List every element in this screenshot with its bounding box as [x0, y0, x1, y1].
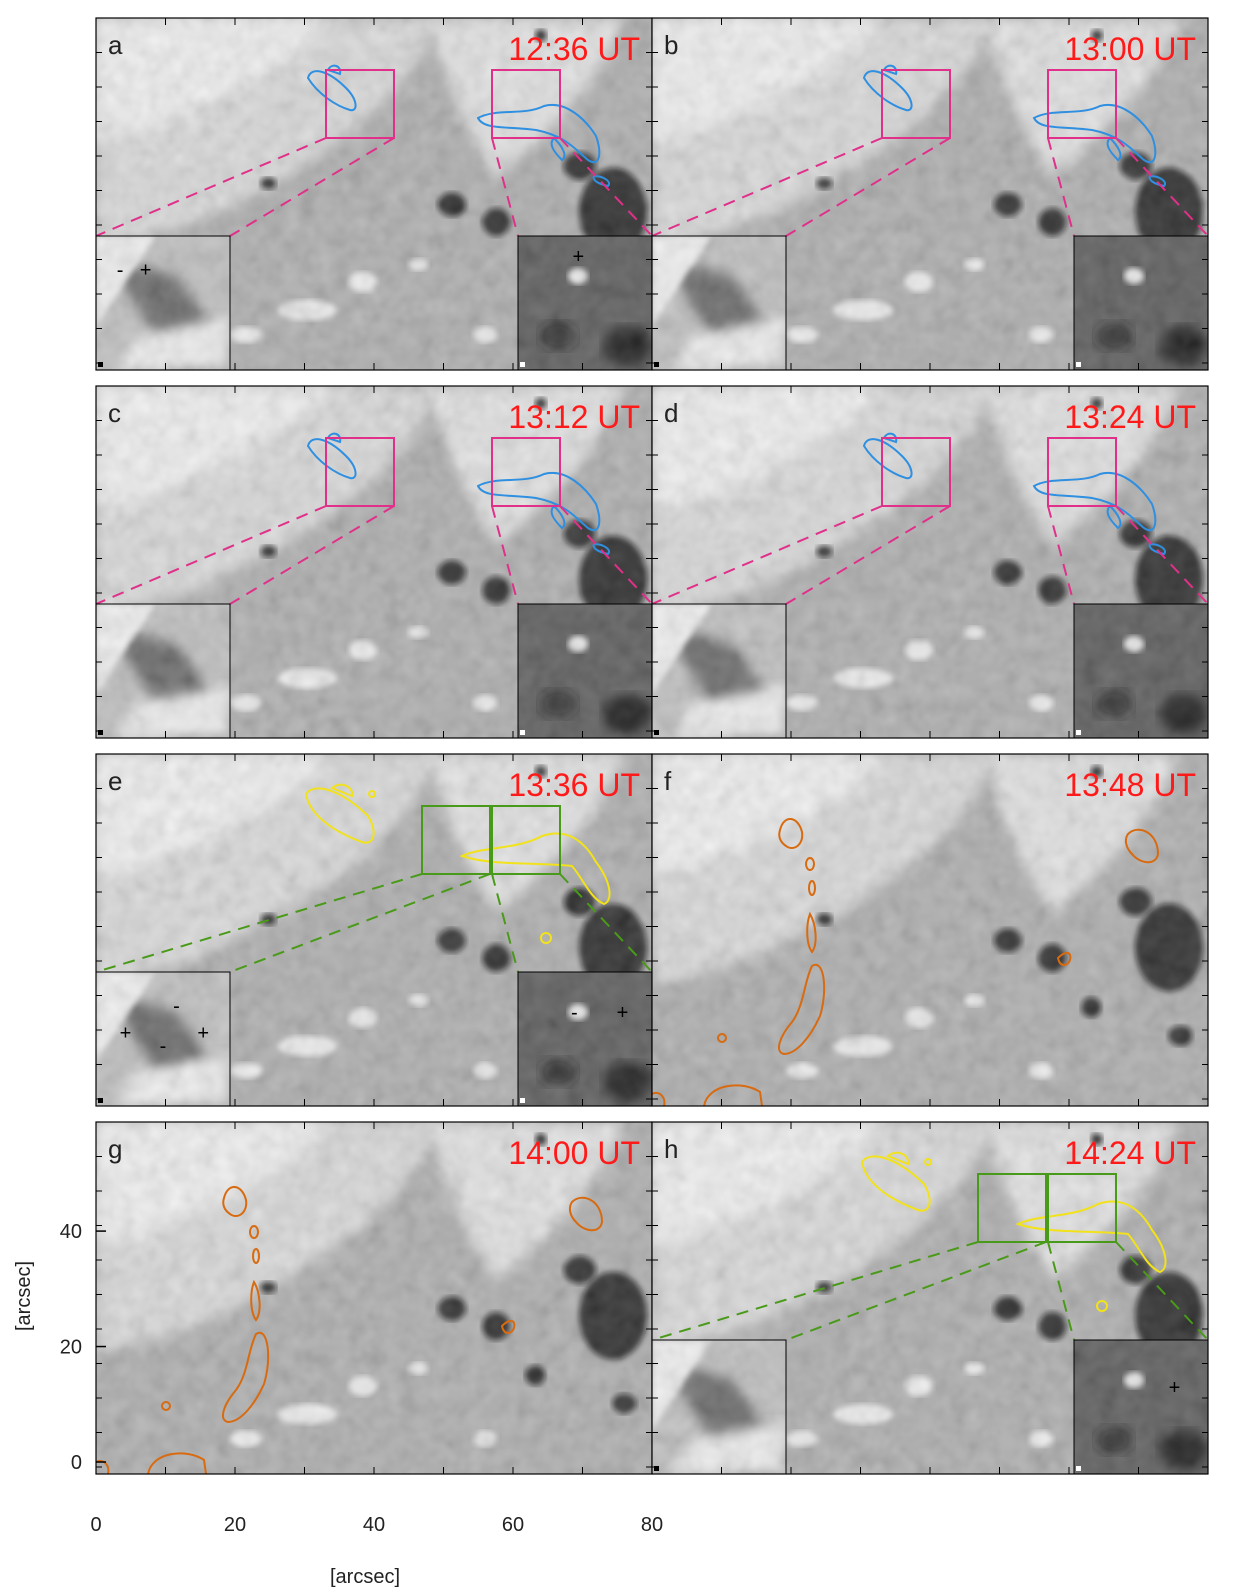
- inset-sign: -: [571, 1002, 578, 1024]
- x-axis-label: [arcsec]: [330, 1566, 400, 1588]
- inset-sign: +: [572, 246, 584, 268]
- zoom-box-left: [325, 437, 395, 507]
- axes-layer: [arcsec] [arcsec] 0 20 40 60 80 0 20 40: [13, 1221, 663, 1588]
- panel-time: 14:24 UT: [1064, 1135, 1196, 1171]
- zoom-box-right: [1047, 1173, 1117, 1243]
- inset-sign: +: [617, 1002, 629, 1024]
- inset-sign: -: [173, 996, 180, 1018]
- zoom-box-left: [881, 437, 951, 507]
- zoom-box-left: [977, 1173, 1047, 1243]
- inset-sign: -: [117, 260, 124, 282]
- panel-time: 14:00 UT: [508, 1135, 640, 1171]
- panel-letter: e: [108, 766, 122, 796]
- zoom-box-right: [491, 69, 561, 139]
- inset-sign: +: [1169, 1377, 1181, 1399]
- y-axis-label: [arcsec]: [13, 1261, 35, 1331]
- panel-letter: g: [108, 1134, 122, 1164]
- panel-d: d 13:24 UT: [651, 385, 1209, 739]
- panel-letter: a: [108, 30, 123, 60]
- panel-letter: c: [108, 398, 121, 428]
- zoom-box-right: [1047, 69, 1117, 139]
- panel-time: 13:36 UT: [508, 767, 640, 803]
- inset-sign: -: [160, 1036, 167, 1058]
- panel-time: 13:00 UT: [1064, 31, 1196, 67]
- y-tick-label: 20: [60, 1337, 82, 1359]
- x-tick-label: 80: [641, 1514, 663, 1536]
- inset-sign: +: [140, 260, 152, 282]
- panel-time: 12:36 UT: [508, 31, 640, 67]
- x-tick-label: 20: [224, 1514, 246, 1536]
- panel-h: + h 14:24 UT: [651, 1121, 1209, 1475]
- panel-f: f 13:48 UT: [651, 753, 1209, 1107]
- zoom-box-left: [881, 69, 951, 139]
- y-tick-label: 0: [71, 1452, 82, 1474]
- panel-time: 13:48 UT: [1064, 767, 1196, 803]
- panel-time: 13:12 UT: [508, 399, 640, 435]
- panel-a: - ++a 12:36 UT: [95, 17, 653, 371]
- inset-sign: +: [120, 1022, 132, 1044]
- zoom-box-right: [1047, 437, 1117, 507]
- y-tick-label: 40: [60, 1221, 82, 1243]
- zoom-box-left: [421, 805, 491, 875]
- panel-letter: d: [664, 398, 678, 428]
- zoom-box-left: [325, 69, 395, 139]
- panel-g: g 14:00 UT: [95, 1121, 653, 1475]
- panel-c: c 13:12 UT: [95, 385, 653, 739]
- zoom-box-right: [491, 805, 561, 875]
- panel-letter: h: [664, 1134, 678, 1164]
- zoom-box-right: [491, 437, 561, 507]
- panel-e: -+ +-- +e 13:36 UT: [95, 753, 653, 1107]
- x-tick-label: 60: [502, 1514, 524, 1536]
- panel-letter: f: [664, 766, 672, 796]
- inset-sign: +: [197, 1022, 209, 1044]
- panels-layer: - ++a 12:36 UT b 13:00 UTc 13:12 UT d 13:24 UT-…: [95, 17, 1209, 1475]
- x-tick-label: 0: [90, 1514, 101, 1536]
- x-tick-label: 40: [363, 1514, 385, 1536]
- panel-time: 13:24 UT: [1064, 399, 1196, 435]
- panel-letter: b: [664, 30, 678, 60]
- panel-b: b 13:00 UT: [651, 17, 1209, 371]
